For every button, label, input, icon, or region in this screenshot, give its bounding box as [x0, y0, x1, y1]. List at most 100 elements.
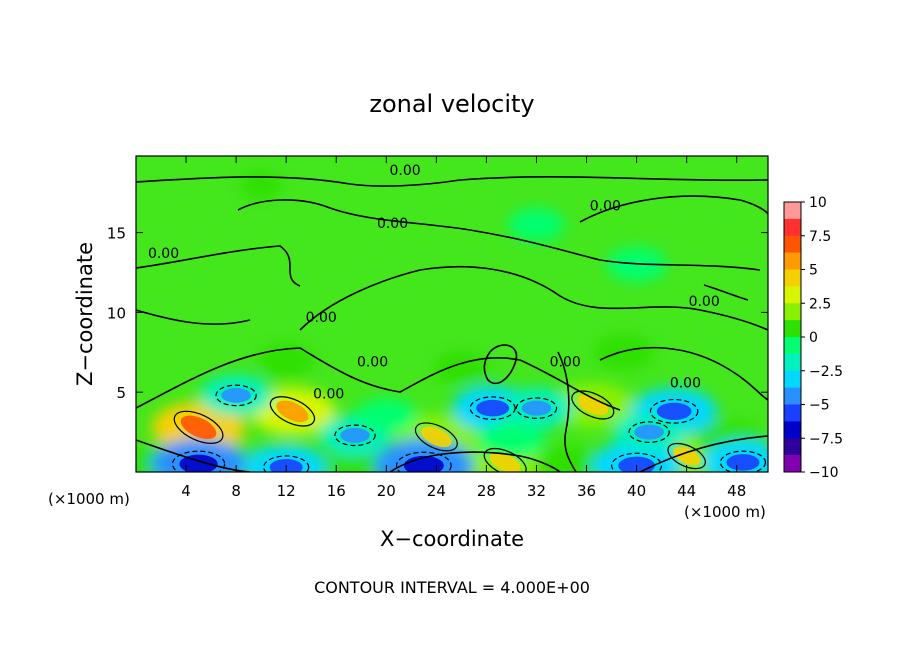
colorbar-tick-label: −7.5: [809, 431, 843, 447]
colorbar-swatch: [784, 235, 801, 253]
y-tick-label: 5: [116, 384, 126, 402]
plot-area: 0.00 0.00 0.00 0.00 0.00 0.00 0.00 0.00 0.00 0.00: [135, 155, 769, 473]
heatmap-core: [179, 454, 218, 472]
contour-line: [334, 424, 376, 447]
x-axis-ticks: 4 8 12 16 20 24 28 32 36 40 44 48: [181, 156, 746, 500]
heatmap-core: [489, 452, 521, 472]
colorbar-swatch: [784, 387, 801, 405]
contour-line: [628, 421, 670, 443]
heatmap-core: [221, 387, 251, 403]
colorbar-swatch: [784, 404, 801, 422]
contour-line: [703, 284, 749, 301]
heatmap-cell: [355, 398, 418, 435]
contour-line: [215, 384, 257, 407]
heatmap-core: [618, 456, 655, 472]
colorbar-tick-label: −2.5: [809, 364, 843, 380]
contour-line: [414, 422, 458, 452]
heatmap-core: [421, 426, 452, 448]
contour-line: [389, 451, 561, 472]
y-tick-label: 10: [107, 304, 126, 322]
colorbar-tick-label: 0: [809, 330, 818, 346]
x-tick-label: 16: [327, 482, 346, 500]
contour-line: [483, 344, 518, 385]
contour-line: [515, 397, 558, 419]
x-tick-label: 40: [627, 482, 646, 500]
contour-line: [579, 195, 768, 223]
contour-label: 0.00: [550, 355, 581, 371]
contour-line: [667, 442, 706, 470]
x-tick-label: 20: [377, 482, 396, 500]
heatmap-cell: [606, 247, 667, 282]
colorbar-swatch: [784, 455, 801, 473]
contour-line: [639, 435, 768, 472]
contour-label: 0.00: [313, 387, 344, 403]
heatmap-core: [577, 394, 609, 416]
heatmap-cell: [433, 352, 489, 385]
contour-line: [299, 265, 768, 331]
heatmap-cell: [594, 335, 654, 370]
contour-line: [269, 396, 316, 427]
colorbar-tick-label: 10: [809, 195, 827, 211]
heatmap-cell: [240, 171, 283, 198]
contour-label: 0.00: [689, 294, 720, 310]
colorbar-swatch: [784, 202, 801, 220]
colorbar-swatch: [784, 303, 801, 321]
chart-title: zonal velocity: [369, 90, 534, 118]
colorbar-swatch: [784, 337, 801, 355]
x-tick-label: 32: [527, 482, 546, 500]
colorbar-swatch: [784, 438, 801, 456]
x-axis-label: X−coordinate: [380, 527, 524, 551]
heatmap-core: [521, 400, 552, 416]
x-tick-label: 44: [677, 482, 696, 500]
heatmap-core: [276, 400, 309, 423]
x-tick-label: 36: [577, 482, 596, 500]
heatmap-cell: [257, 343, 315, 377]
heatmap-cell: [508, 208, 565, 242]
colorbar: 10 7.5 5 2.5 0 −2.5 −5 −7.5 −10: [783, 195, 843, 481]
y-tick-label: 15: [107, 225, 126, 243]
x-tick-label: 4: [181, 482, 191, 500]
contour-label: 0.00: [590, 198, 621, 214]
contour-line: [237, 199, 761, 271]
heatmap-core: [634, 424, 664, 440]
contour-label: 0.00: [389, 163, 420, 179]
contour-line: [611, 452, 663, 472]
colorbar-swatch: [784, 353, 801, 372]
contour-labels: 0.00 0.00 0.00 0.00 0.00 0.00 0.00 0.00 0.00 0.00: [148, 163, 720, 402]
contour-label: 0.00: [377, 216, 408, 232]
contour-line: [136, 245, 301, 287]
contour-label: 0.00: [306, 310, 337, 326]
zero-contours: [136, 176, 768, 472]
colorbar-swatch: [784, 370, 801, 388]
contour-label: 0.00: [148, 246, 179, 262]
colorbar-tick-label: −10: [809, 465, 839, 481]
heatmap-cell: [245, 444, 327, 472]
contour-line: [599, 346, 768, 401]
x-unit-right: (×1000 m): [684, 503, 766, 521]
contour-line: [557, 351, 577, 472]
contour-line: [395, 451, 452, 472]
x-tick-label: 8: [231, 482, 241, 500]
plot-frame: [135, 155, 769, 473]
heatmap-cell: [477, 420, 546, 460]
contour-line: [171, 450, 226, 472]
contour-line: [469, 396, 516, 421]
heatmap-core: [672, 446, 701, 466]
contour-label: 0.00: [357, 355, 388, 371]
heatmap-core: [476, 399, 510, 417]
feature-outlines: [171, 384, 767, 472]
heatmap-cell: [535, 445, 600, 472]
heatmap-core: [340, 427, 370, 443]
colorbar-swatch: [784, 421, 801, 439]
x-tick-label: 48: [727, 482, 746, 500]
contour-line: [649, 398, 699, 424]
contour-line: [136, 176, 768, 187]
heatmap-core: [726, 454, 760, 471]
x-tick-label: 12: [277, 482, 296, 500]
contour-line: [571, 390, 615, 420]
heatmap-core: [180, 415, 217, 440]
contour-line: [719, 450, 767, 472]
x-tick-label: 24: [427, 482, 446, 500]
contour-line: [136, 309, 251, 325]
